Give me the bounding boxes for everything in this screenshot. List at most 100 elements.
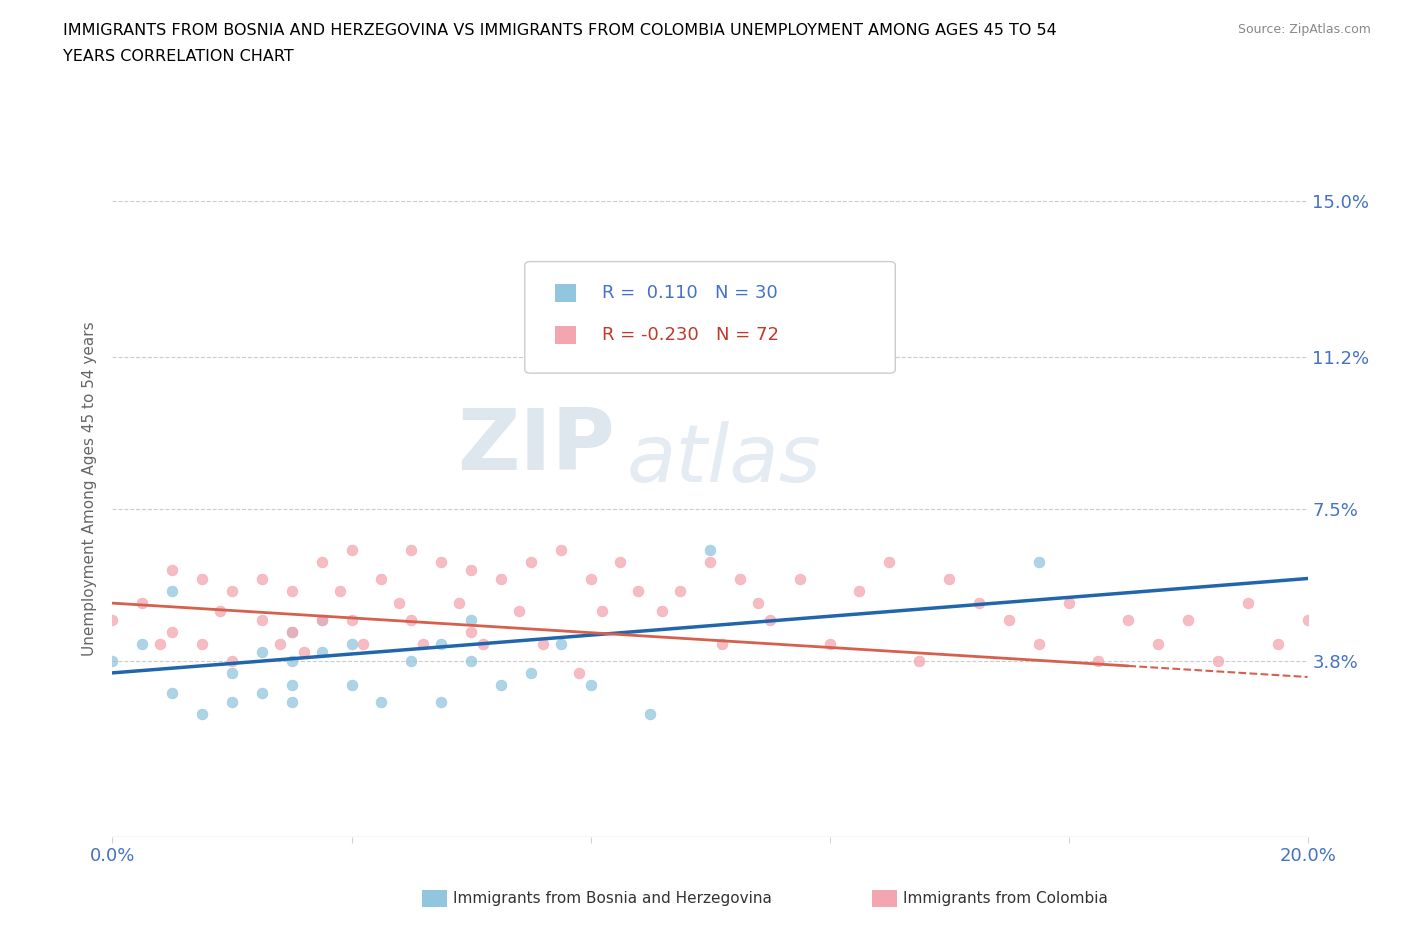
Point: [131, 637, 153, 652]
Point: [627, 583, 650, 598]
Text: R =  0.110   N = 30: R = 0.110 N = 30: [602, 284, 779, 302]
Point: [567, 666, 591, 681]
Point: [489, 678, 512, 693]
Point: [250, 686, 273, 701]
Point: [101, 653, 124, 668]
Point: [669, 583, 692, 598]
Text: Immigrants from Colombia: Immigrants from Colombia: [903, 891, 1108, 906]
Point: [1118, 612, 1140, 627]
Point: [638, 296, 662, 311]
Point: [747, 596, 769, 611]
Point: [651, 604, 673, 618]
Point: [101, 612, 124, 627]
Point: [388, 596, 411, 611]
Point: [460, 612, 482, 627]
Point: [281, 624, 304, 639]
Point: [208, 604, 231, 618]
Point: [221, 653, 243, 668]
Point: [281, 583, 304, 598]
Point: [250, 612, 273, 627]
Point: [281, 678, 304, 693]
Point: [1206, 653, 1229, 668]
Point: [998, 612, 1021, 627]
Point: [340, 542, 363, 557]
Point: [401, 542, 423, 557]
Point: [550, 637, 572, 652]
Point: [292, 644, 315, 659]
Point: [250, 571, 273, 586]
Point: [311, 612, 333, 627]
Point: [221, 694, 243, 709]
Point: [340, 637, 363, 652]
Point: [221, 583, 243, 598]
Point: [908, 653, 931, 668]
Point: [520, 554, 543, 569]
Point: [162, 624, 183, 639]
Point: [508, 604, 530, 618]
Point: [579, 678, 602, 693]
Point: [699, 542, 721, 557]
Text: R = -0.230   N = 72: R = -0.230 N = 72: [602, 326, 779, 344]
Point: [328, 583, 352, 598]
Point: [460, 624, 482, 639]
Y-axis label: Unemployment Among Ages 45 to 54 years: Unemployment Among Ages 45 to 54 years: [82, 321, 97, 656]
Point: [550, 542, 572, 557]
Point: [1057, 596, 1080, 611]
Point: [401, 612, 423, 627]
Point: [370, 694, 392, 709]
Point: [430, 694, 453, 709]
Point: [352, 637, 374, 652]
Point: [520, 666, 543, 681]
Point: [1326, 653, 1348, 668]
Point: [818, 637, 841, 652]
Point: [281, 694, 304, 709]
Point: [531, 637, 554, 652]
Point: [311, 644, 333, 659]
Text: Source: ZipAtlas.com: Source: ZipAtlas.com: [1237, 23, 1371, 36]
Point: [489, 571, 512, 586]
Point: [191, 637, 214, 652]
Point: [162, 583, 183, 598]
Point: [340, 612, 363, 627]
Point: [848, 583, 870, 598]
Point: [472, 637, 495, 652]
Text: ZIP: ZIP: [457, 405, 614, 488]
Point: [638, 707, 662, 722]
Point: [1296, 612, 1319, 627]
Point: [609, 554, 631, 569]
Point: [191, 571, 214, 586]
Point: [1028, 554, 1050, 569]
Point: [579, 571, 602, 586]
Point: [789, 571, 811, 586]
Point: [967, 596, 990, 611]
Point: [250, 644, 273, 659]
Point: [711, 637, 734, 652]
Point: [699, 554, 721, 569]
Point: [281, 653, 304, 668]
Point: [1028, 637, 1050, 652]
Point: [1087, 653, 1109, 668]
Point: [938, 571, 960, 586]
Point: [592, 604, 614, 618]
Point: [281, 624, 304, 639]
Point: [430, 637, 453, 652]
Point: [447, 596, 470, 611]
Point: [460, 563, 482, 578]
Point: [131, 596, 153, 611]
Point: [1267, 637, 1289, 652]
Point: [162, 563, 183, 578]
Point: [370, 571, 392, 586]
FancyBboxPatch shape: [554, 326, 575, 343]
Point: [191, 707, 214, 722]
Point: [728, 571, 751, 586]
FancyBboxPatch shape: [554, 285, 575, 301]
Point: [149, 637, 172, 652]
Point: [311, 612, 333, 627]
Point: [1147, 637, 1170, 652]
Point: [162, 686, 183, 701]
Point: [340, 678, 363, 693]
Point: [1177, 612, 1199, 627]
Point: [401, 653, 423, 668]
Point: [759, 612, 782, 627]
Text: Immigrants from Bosnia and Herzegovina: Immigrants from Bosnia and Herzegovina: [453, 891, 772, 906]
